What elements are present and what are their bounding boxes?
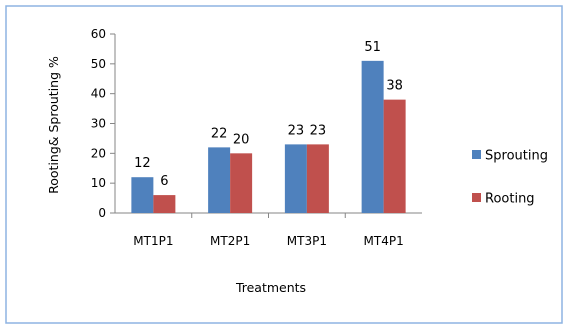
y-tick-label: 0	[98, 206, 106, 220]
data-label: 38	[386, 79, 403, 94]
category-label: MT4P1	[364, 234, 404, 248]
y-axis-title: Rooting& Sprouting %	[46, 56, 61, 194]
x-axis-title: Treatments	[235, 280, 306, 295]
bar-sprouting-mt2p1	[208, 147, 231, 213]
chart-border	[5, 5, 563, 324]
y-tick-label: 10	[91, 176, 106, 190]
bar-rooting-mt4p1	[383, 99, 406, 213]
legend-label-rooting: Rooting	[485, 192, 535, 207]
data-label: 22	[211, 126, 228, 141]
bar-rooting-mt3p1	[306, 144, 329, 213]
category-label: MT2P1	[210, 234, 250, 248]
bar-rooting-mt2p1	[230, 153, 253, 213]
bar-sprouting-mt1p1	[131, 177, 154, 213]
category-label: MT3P1	[287, 234, 327, 248]
bar-sprouting-mt4p1	[361, 60, 384, 213]
bar-rooting-mt1p1	[153, 195, 176, 213]
y-tick-label: 30	[91, 117, 106, 131]
y-tick-label: 40	[91, 87, 106, 101]
data-label: 23	[288, 123, 305, 138]
data-label: 23	[310, 123, 327, 138]
bar-sprouting-mt3p1	[284, 144, 307, 213]
legend-swatch-sprouting	[472, 150, 481, 159]
category-label: MT1P1	[133, 234, 173, 248]
data-label: 6	[160, 174, 168, 189]
data-label: 51	[364, 40, 381, 55]
plot-area: 0 10 20 30 40 50 60 MT1P1 12 6 MT2P1 22 20 MT3P1 23 23 M…	[91, 27, 422, 248]
data-label: 12	[134, 156, 151, 171]
y-tick-label: 50	[91, 57, 106, 71]
y-tick-label: 60	[91, 27, 106, 41]
data-label: 20	[233, 132, 250, 147]
legend-swatch-rooting	[472, 193, 481, 202]
y-tick-label: 20	[91, 146, 106, 160]
legend-label-sprouting: Sprouting	[485, 149, 548, 164]
legend: Sprouting Rooting	[472, 149, 548, 207]
